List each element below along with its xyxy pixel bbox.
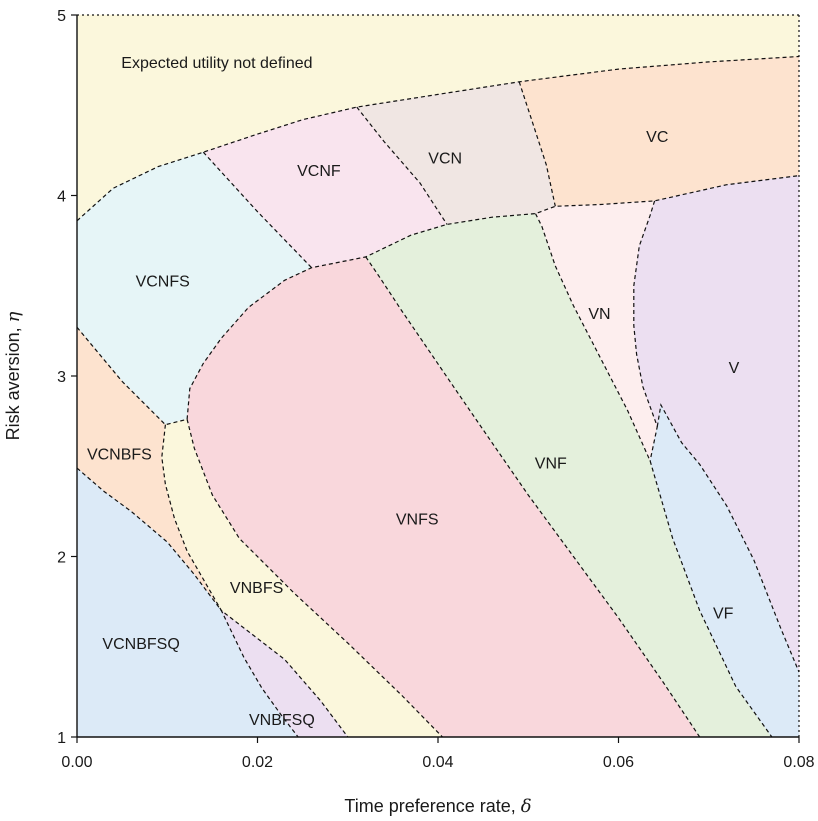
y-tick-label: 5	[57, 8, 66, 25]
region-labels: Expected utility not defined VCNFS VCNF VCN…	[87, 55, 740, 729]
region-boundary	[76, 326, 188, 426]
x-axis-title: Time preference rate, δ	[344, 796, 531, 817]
y-axis-title: Risk aversion, η	[3, 311, 24, 440]
region-label-vnf: VNF	[535, 456, 567, 473]
region-label-vf: VF	[713, 606, 734, 623]
x-tick-label: 0.04	[422, 754, 453, 771]
region-label-undefined: Expected utility not defined	[121, 55, 312, 72]
region-boundary	[161, 424, 349, 738]
region-label-vcnf: VCNF	[297, 163, 341, 180]
region-label-vcnbfs: VCNBFS	[87, 447, 152, 464]
region-label-vn: VN	[588, 306, 610, 323]
region-boundary	[186, 175, 800, 420]
region-boundary	[633, 200, 658, 461]
x-tick-label: 0.00	[61, 754, 92, 771]
region-boundary	[518, 81, 556, 207]
x-tick-label: 0.08	[783, 754, 814, 771]
y-tick-label: 3	[57, 369, 66, 386]
y-tick-label: 4	[57, 189, 66, 206]
region-boundary	[356, 106, 448, 225]
region-boundary	[202, 151, 313, 269]
region-label-vcnbfsq: VCNBFSQ	[102, 636, 179, 653]
region-boundary	[76, 467, 299, 738]
x-tick-label: 0.06	[603, 754, 634, 771]
region-label-vc: VC	[646, 129, 668, 146]
ticks-layer: 0.00 0.02 0.04 0.06 0.08 1 2 3 4 5	[57, 8, 815, 771]
y-tick-label: 1	[57, 730, 66, 747]
region-boundary	[656, 403, 800, 673]
x-axis-symbol: δ	[521, 796, 532, 817]
region-label-vcn: VCN	[428, 151, 462, 168]
region-boundary	[365, 256, 701, 738]
region-boundary	[186, 419, 443, 738]
region-label-v: V	[729, 360, 740, 377]
region-label-vcnfs: VCNFS	[136, 273, 190, 290]
region-boundary	[534, 213, 773, 738]
y-axis-symbol: η	[3, 311, 24, 322]
y-tick-label: 2	[57, 550, 66, 567]
region-label-vnbfs: VNBFS	[230, 580, 283, 597]
x-tick-label: 0.02	[242, 754, 273, 771]
boundaries-layer	[76, 55, 800, 738]
regions-layer	[76, 14, 800, 738]
region-label-vnbfsq: VNBFSQ	[249, 712, 315, 729]
region-label-vnfs: VNFS	[396, 512, 439, 529]
